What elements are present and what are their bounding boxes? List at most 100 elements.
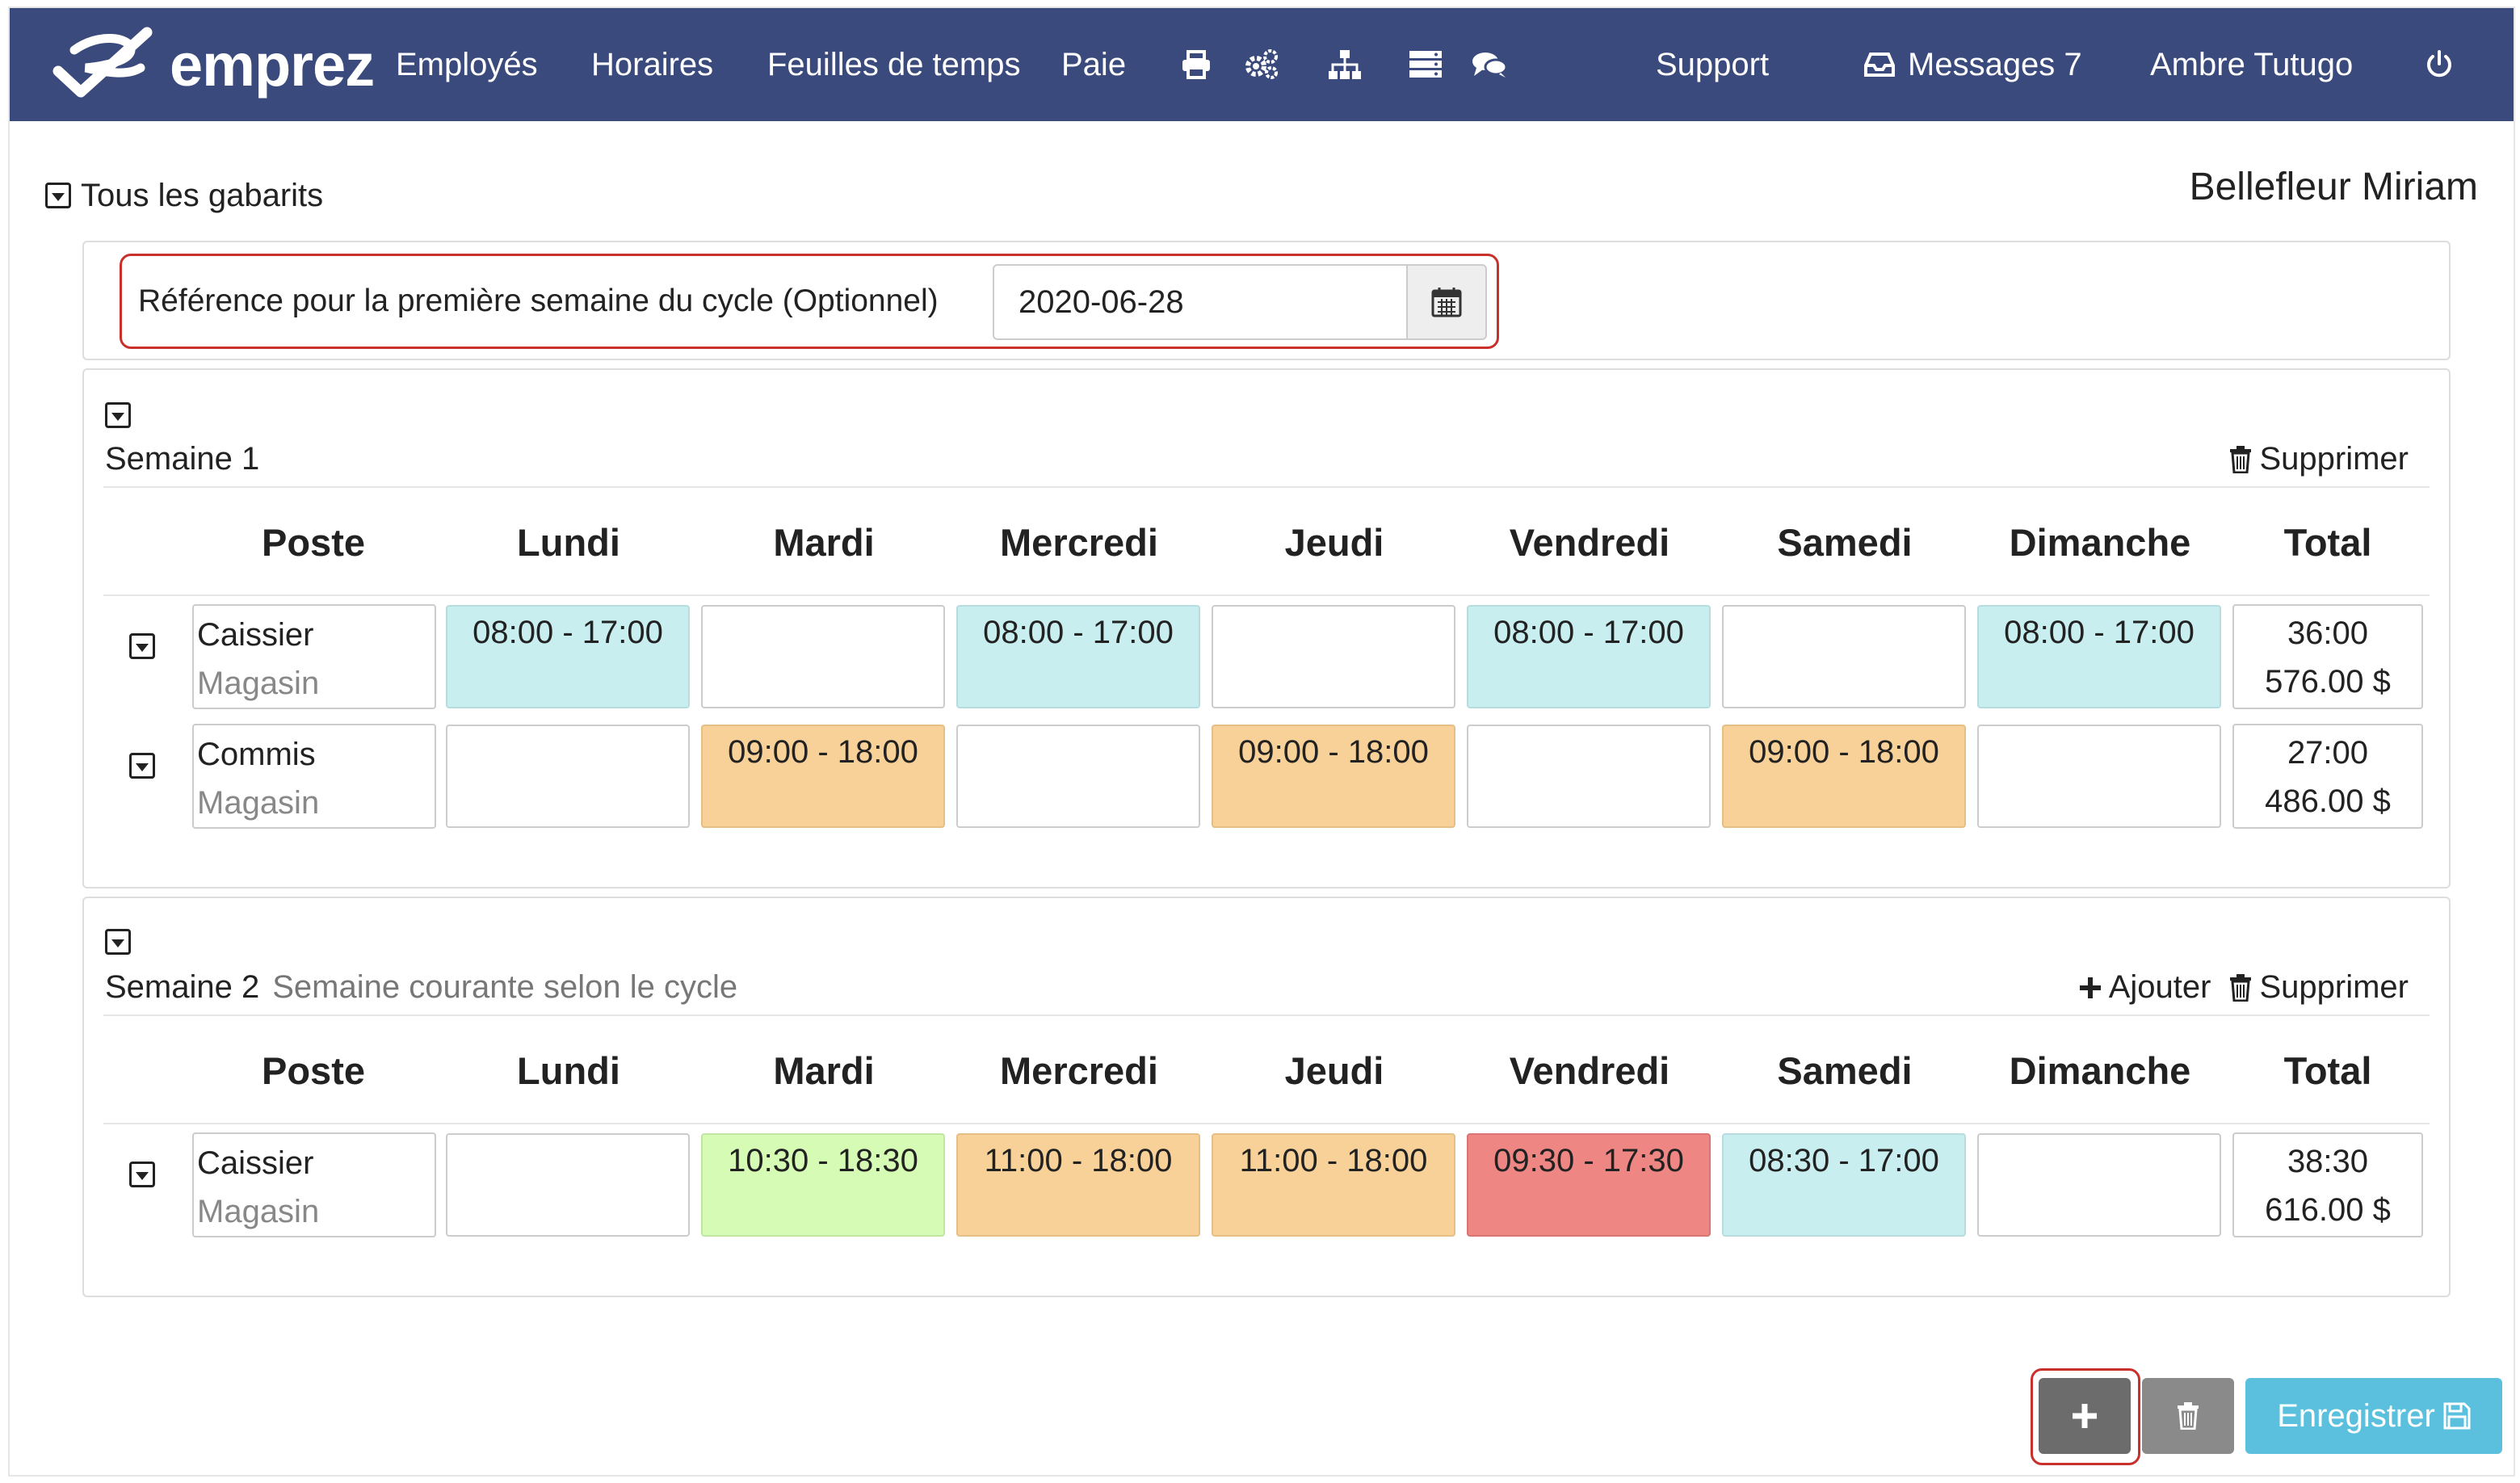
- shift-cell[interactable]: 10:30 - 18:30: [701, 1133, 945, 1237]
- week-2-collapse-icon[interactable]: [105, 929, 131, 955]
- plus-icon: [2079, 977, 2101, 998]
- week-1-collapse-icon[interactable]: [105, 402, 131, 428]
- col-vendredi: Vendredi: [1509, 1049, 1670, 1092]
- inbox-icon: [1864, 53, 1895, 77]
- nav-horaires[interactable]: Horaires: [591, 46, 714, 82]
- shift-cell[interactable]: [1722, 605, 1966, 708]
- col-lundi: Lundi: [517, 1049, 620, 1092]
- nav-support[interactable]: Support: [1656, 46, 1770, 82]
- col-mercredi: Mercredi: [1000, 521, 1158, 564]
- shift-cell[interactable]: [446, 725, 690, 828]
- week-2-subtitle: Semaine courante selon le cycle: [272, 969, 738, 1005]
- reference-date-input[interactable]: 2020-06-28: [993, 264, 1408, 340]
- org-chart-icon[interactable]: [1328, 8, 1362, 121]
- chat-icon[interactable]: [1472, 8, 1507, 121]
- shift-cell[interactable]: [1212, 605, 1455, 708]
- week-2-add-label: Ajouter: [2108, 969, 2211, 1005]
- row-collapse-icon[interactable]: [129, 753, 155, 779]
- nav-messages[interactable]: Messages 7: [1864, 8, 2082, 121]
- total-hours: 36:00: [2287, 615, 2369, 651]
- shift-cell[interactable]: [1467, 725, 1711, 828]
- col-dimanche: Dimanche: [2009, 1049, 2191, 1092]
- poste-location: Magasin: [197, 785, 320, 821]
- print-icon[interactable]: [1181, 8, 1212, 121]
- week-2-title: Semaine 2 Semaine courante selon le cycle: [105, 969, 737, 1006]
- week-1-title: Semaine 1: [105, 441, 259, 477]
- poste-location: Magasin: [197, 1194, 320, 1229]
- shift-cell[interactable]: [701, 605, 945, 708]
- shift-cell[interactable]: 08:00 - 17:00: [1977, 605, 2221, 708]
- employee-name: Bellefleur Miriam: [2189, 166, 2478, 208]
- shift-cell[interactable]: 09:00 - 18:00: [1212, 725, 1455, 828]
- row-total: 36:00 576.00 $: [2232, 604, 2423, 709]
- delete-template-button[interactable]: [2142, 1378, 2234, 1454]
- trash-icon: [2178, 1402, 2199, 1430]
- table-row-poste[interactable]: Caissier Magasin: [192, 1132, 436, 1237]
- week-2-add-button[interactable]: Ajouter: [2078, 969, 2211, 1006]
- add-week-button[interactable]: [2039, 1378, 2131, 1454]
- nav-employes[interactable]: Employés: [396, 46, 538, 82]
- server-list-icon[interactable]: [1409, 8, 1443, 121]
- shift-cell[interactable]: 08:00 - 17:00: [446, 605, 690, 708]
- all-templates-toggle[interactable]: Tous les gabarits: [45, 171, 323, 220]
- nav-feuilles-de-temps[interactable]: Feuilles de temps: [767, 46, 1021, 82]
- poste-name: Commis: [197, 737, 316, 772]
- poste-name: Caissier: [197, 1145, 314, 1181]
- nav-user[interactable]: Ambre Tutugo: [2150, 46, 2354, 82]
- col-poste: Poste: [262, 1049, 365, 1092]
- row-collapse-icon[interactable]: [129, 1162, 155, 1187]
- table-row-poste[interactable]: Commis Magasin: [192, 724, 436, 829]
- col-poste: Poste: [262, 521, 365, 564]
- shift-cell[interactable]: 09:00 - 18:00: [701, 725, 945, 828]
- reference-panel: Référence pour la première semaine du cy…: [82, 241, 2451, 360]
- col-mardi: Mardi: [773, 1049, 875, 1092]
- add-button-highlight: [2031, 1368, 2140, 1465]
- total-amount: 616.00 $: [2265, 1192, 2391, 1228]
- divider: [103, 1015, 2430, 1016]
- week-1-delete-button[interactable]: Supprimer: [2228, 441, 2409, 477]
- row-total: 27:00 486.00 $: [2232, 724, 2423, 829]
- shift-cell[interactable]: 08:00 - 17:00: [1467, 605, 1711, 708]
- total-hours: 38:30: [2287, 1144, 2369, 1179]
- shift-cell[interactable]: 08:00 - 17:00: [956, 605, 1200, 708]
- brand-logo[interactable]: emprez: [50, 8, 375, 121]
- week-2-delete-button[interactable]: Supprimer: [2228, 969, 2409, 1006]
- table-row-poste[interactable]: Caissier Magasin: [192, 604, 436, 709]
- logo-icon: [52, 27, 153, 98]
- shift-cell[interactable]: [446, 1133, 690, 1237]
- row-collapse-icon[interactable]: [129, 633, 155, 659]
- trash-icon: [2230, 445, 2252, 473]
- trash-icon: [2230, 973, 2252, 1002]
- power-icon[interactable]: [2425, 8, 2454, 121]
- nav-paie[interactable]: Paie: [1061, 46, 1127, 82]
- row-total: 38:30 616.00 $: [2232, 1132, 2423, 1237]
- total-hours: 27:00: [2287, 735, 2369, 771]
- shift-cell[interactable]: [1977, 725, 2221, 828]
- floppy-disk-icon: [2443, 1402, 2471, 1430]
- plus-icon: [2073, 1404, 2097, 1428]
- col-samedi: Samedi: [1777, 521, 1913, 564]
- shift-cell[interactable]: 08:30 - 17:00: [1722, 1133, 1966, 1237]
- shift-cell[interactable]: [956, 725, 1200, 828]
- save-button[interactable]: Enregistrer: [2245, 1378, 2502, 1454]
- shift-cell[interactable]: 11:00 - 18:00: [956, 1133, 1200, 1237]
- shift-cell[interactable]: 09:30 - 17:30: [1467, 1133, 1711, 1237]
- settings-icon[interactable]: [1244, 8, 1279, 121]
- shift-cell[interactable]: 09:00 - 18:00: [1722, 725, 1966, 828]
- shift-cell[interactable]: [1977, 1133, 2221, 1237]
- col-total: Total: [2283, 1049, 2372, 1092]
- col-mercredi: Mercredi: [1000, 1049, 1158, 1092]
- calendar-icon: [1431, 288, 1462, 317]
- calendar-button[interactable]: [1406, 264, 1487, 340]
- total-amount: 486.00 $: [2265, 784, 2391, 819]
- col-total: Total: [2283, 521, 2372, 564]
- col-jeudi: Jeudi: [1284, 521, 1384, 564]
- col-samedi: Samedi: [1777, 1049, 1913, 1092]
- week-1-delete-label: Supprimer: [2259, 441, 2409, 477]
- shift-cell[interactable]: 11:00 - 18:00: [1212, 1133, 1455, 1237]
- all-templates-label: Tous les gabarits: [81, 177, 324, 213]
- week-2-title-text: Semaine 2: [105, 969, 260, 1005]
- col-lundi: Lundi: [517, 521, 620, 564]
- week-1-actions: Supprimer: [2211, 441, 2409, 477]
- poste-name: Caissier: [197, 617, 314, 653]
